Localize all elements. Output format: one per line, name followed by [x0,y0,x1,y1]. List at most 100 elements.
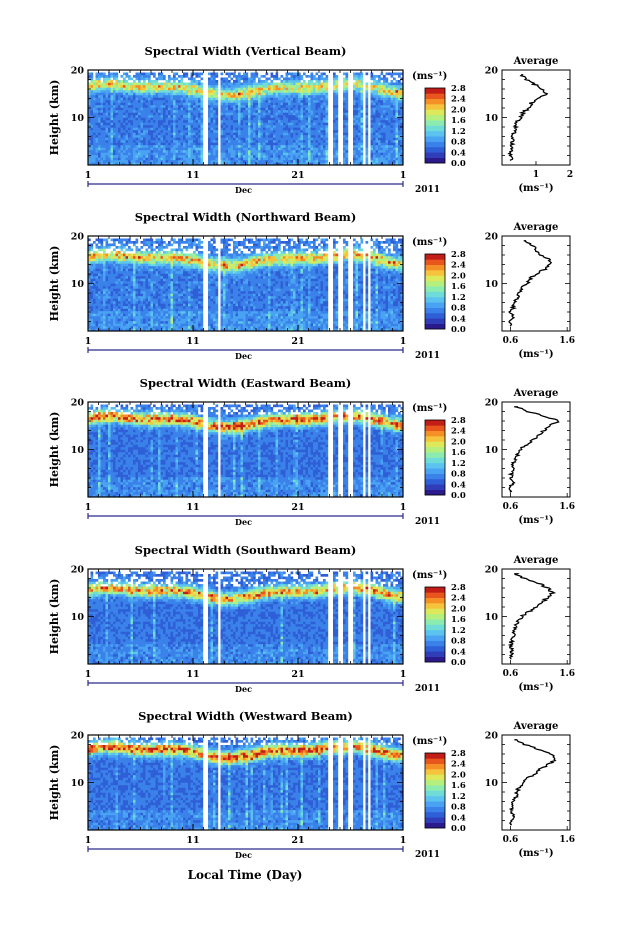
heatmap-cell [355,95,359,98]
heatmap-cell [400,122,404,126]
heatmap-cell [130,266,134,269]
heatmap-cell [178,105,181,108]
heatmap-cell [100,90,104,93]
heatmap-cell [275,110,279,113]
heatmap-cell [235,85,239,88]
heatmap-cell [303,102,306,106]
heatmap-cell [225,77,229,81]
heatmap-cell [255,87,259,91]
heatmap-cell [230,135,234,138]
heatmap-cell [105,115,109,118]
heatmap-cell [353,160,356,163]
heatmap-cell [253,82,256,86]
heatmap-cell [213,112,216,116]
heatmap-cell [173,155,176,158]
heatmap-cell [243,115,246,118]
heatmap-cell [290,97,294,101]
heatmap-cell [378,142,381,146]
heatmap-cell [378,85,381,88]
heatmap-cell [133,281,136,284]
heatmap-cell [288,105,291,108]
heatmap-cell [108,311,111,314]
heatmap-cell [300,95,304,98]
heatmap-cell [153,127,156,131]
heatmap-cell [165,87,169,91]
heatmap-cell [93,281,96,284]
heatmap-cell [90,326,94,329]
heatmap-cell [250,162,254,166]
heatmap-cell [115,77,119,81]
heatmap-cell [255,72,259,76]
heatmap-cell [265,87,269,91]
heatmap-cell [250,145,254,148]
heatmap-cell [155,117,159,121]
heatmap-cell [140,117,144,121]
heatmap-cell [158,120,161,123]
heatmap-cell [128,303,131,307]
heatmap-cell [105,92,109,96]
heatmap-cell [133,298,136,302]
heatmap-cell [118,256,121,259]
heatmap-cell [90,281,94,284]
heatmap-cell [335,85,339,88]
heatmap-cell [263,85,266,88]
heatmap-cell [260,160,264,163]
heatmap-cell [343,90,346,93]
heatmap-cell [355,102,359,106]
heatmap-cell [123,258,126,262]
heatmap-cell [118,127,121,131]
heatmap-cell [193,162,196,166]
heatmap-cell [270,95,274,98]
heatmap-cell [195,125,199,128]
heatmap-cell [160,102,164,106]
heatmap-cell [115,303,119,307]
heatmap-cell [115,278,119,282]
heatmap-cell [190,127,194,131]
heatmap-cell [215,115,219,118]
heatmap-cell [208,80,211,83]
heatmap-cell [253,142,256,146]
heatmap-cell [113,303,116,307]
heatmap-cell [128,142,131,146]
heatmap-cell [125,276,129,279]
heatmap-cell [370,125,374,128]
heatmap-cell [135,273,139,277]
heatmap-cell [158,90,161,93]
heatmap-cell [335,150,339,153]
heatmap-cell [163,92,166,96]
heatmap-cell [288,162,291,166]
heatmap-cell [198,135,201,138]
heatmap-cell [298,85,301,88]
heatmap-cell [333,102,336,106]
heatmap-cell [178,95,181,98]
heatmap-cell [235,100,239,103]
heatmap-cell [220,90,224,93]
heatmap-cell [313,112,316,116]
heatmap-cell [393,112,396,116]
heatmap-cell [148,90,151,93]
heatmap-cell [225,97,229,101]
heatmap-cell [135,251,139,254]
heatmap-cell [113,261,116,264]
heatmap-cell [173,95,176,98]
heatmap-cell [238,112,241,116]
heatmap-cell [115,117,119,121]
heatmap-cell [148,160,151,163]
heatmap-cell [90,248,94,252]
heatmap-cell [95,117,99,121]
heatmap-cell [98,248,101,252]
heatmap-cell [88,308,91,312]
colorbar-tick-label: 1.6 [451,116,466,126]
heatmap-cell [160,117,164,121]
heatmap-cell [388,85,391,88]
heatmap-cell [108,122,111,126]
heatmap-cell [200,95,204,98]
heatmap-cell [93,110,96,113]
heatmap-cell [155,80,159,83]
heatmap-cell [108,75,111,78]
heatmap-cell [98,246,101,249]
heatmap-cell [253,87,256,91]
heatmap-cell [375,140,379,143]
heatmap-cell [150,102,154,106]
heatmap-cell [320,82,324,86]
